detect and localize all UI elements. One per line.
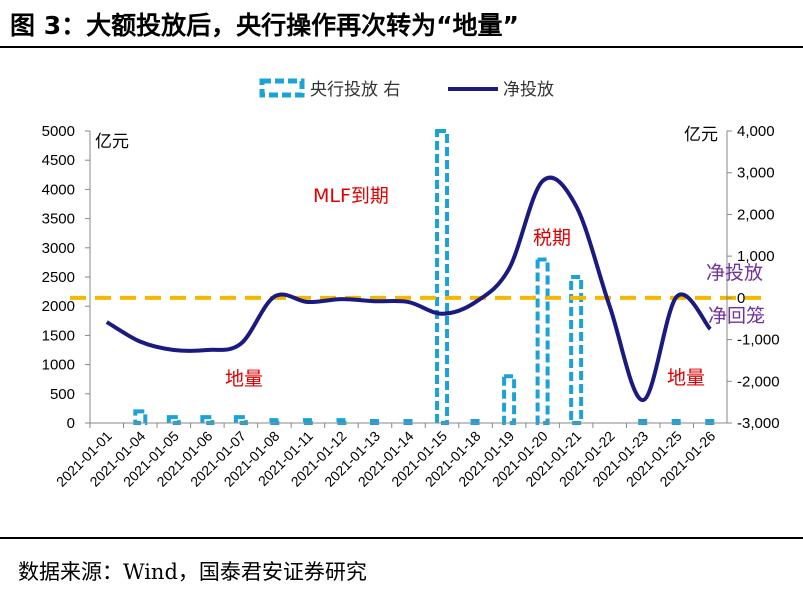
left-tick-label: 4000 — [42, 181, 75, 198]
bar-2021-01-05 — [166, 415, 181, 426]
bars-layer — [133, 129, 718, 426]
bar-2021-01-20 — [535, 257, 550, 426]
left-tick-label: 5000 — [42, 123, 75, 140]
source-rule — [0, 537, 803, 539]
legend-bar-label: 央行投放 右 — [310, 80, 400, 100]
right-tick-label: 3,000 — [737, 165, 775, 182]
annotation-net-withdrawal: 净回笼 — [708, 305, 765, 327]
legend: 央行投放 右 净投放 — [259, 78, 554, 100]
annotation-net-injection: 净投放 — [706, 262, 763, 284]
chart: 0 500 1000 1500 2000 2500 3000 3500 4000 4500 5000… — [42, 78, 780, 490]
bar-2021-01-19 — [502, 374, 517, 425]
left-tick-label: 2500 — [42, 269, 75, 286]
left-tick-label: 4500 — [42, 152, 75, 169]
right-tick-label: -1,000 — [737, 332, 780, 349]
right-tick-label: 2,000 — [737, 206, 775, 223]
left-tick-label: 0 — [67, 415, 75, 432]
axes-layer: 0 500 1000 1500 2000 2500 3000 3500 4000 4500 5000… — [42, 123, 780, 490]
bar-2021-01-04 — [133, 409, 148, 426]
bar-2021-01-15 — [435, 129, 450, 425]
left-tick-label: 1000 — [42, 357, 75, 374]
net-injection-line — [105, 175, 712, 403]
annotation-mlf: MLF到期 — [313, 185, 389, 207]
legend-bar-swatch — [259, 78, 305, 98]
annotation-tax-period: 税期 — [533, 227, 571, 249]
left-tick-label: 3000 — [42, 240, 75, 257]
right-tick-label: 4,000 — [737, 123, 775, 140]
right-tick-label: -3,000 — [737, 415, 780, 432]
left-tick-label: 2000 — [42, 298, 75, 315]
legend-line-label: 净投放 — [503, 80, 554, 100]
bar-2021-01-06 — [200, 415, 215, 426]
left-tick-label: 500 — [50, 386, 75, 403]
left-tick-label: 1500 — [42, 327, 75, 344]
left-tick-label: 3500 — [42, 211, 75, 228]
right-axis-unit: 亿元 — [684, 125, 718, 145]
left-axis-unit: 亿元 — [95, 132, 129, 152]
bar-2021-01-07 — [233, 415, 248, 426]
title-rule — [0, 46, 803, 48]
figure-title: 图 3：大额投放后，央行操作再次转为“地量” — [10, 11, 519, 40]
right-tick-label: -2,000 — [737, 373, 780, 390]
annotation-low-volume-1: 地量 — [225, 368, 263, 390]
source-note: 数据来源：Wind，国泰君安证券研究 — [18, 560, 367, 584]
right-tick-label: 1,000 — [737, 248, 775, 265]
annotation-low-volume-2: 地量 — [667, 367, 705, 389]
line-layer — [105, 175, 712, 403]
right-tick-label: 0 — [737, 290, 745, 307]
